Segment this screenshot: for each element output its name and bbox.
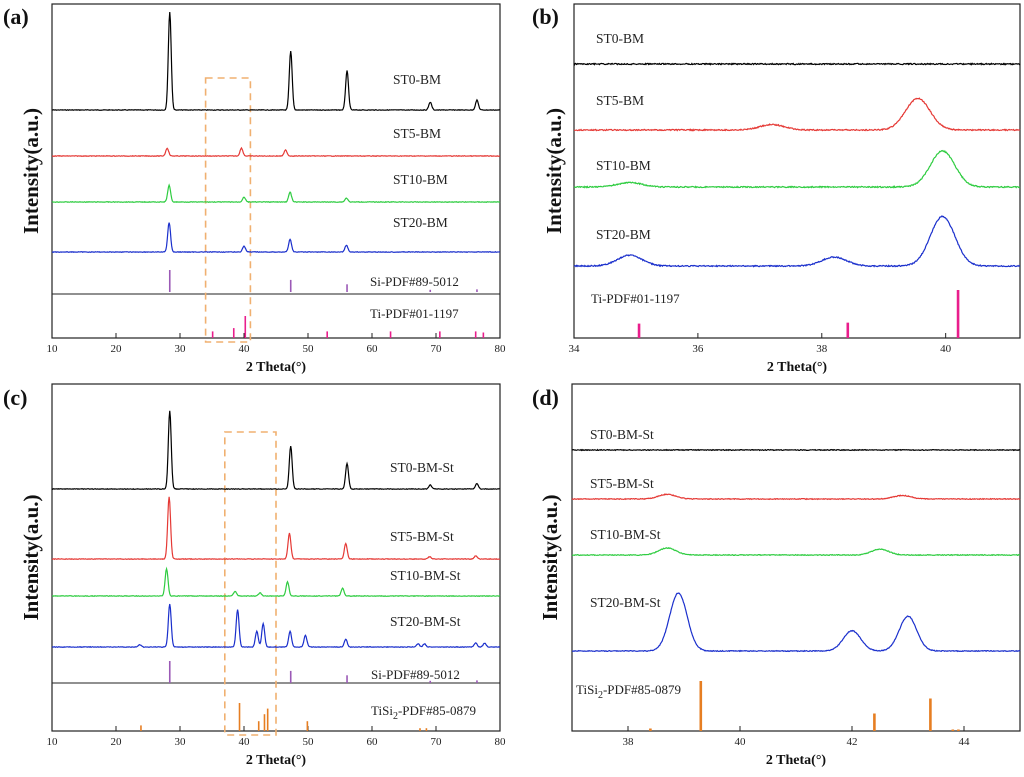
series-label: ST20-BM-St	[390, 614, 461, 629]
y-axis-label: Intensity(a.u.)	[19, 108, 43, 234]
x-tick-label: 38	[816, 343, 828, 355]
x-tick-label: 40	[239, 343, 251, 355]
reference-label: TiSi2-PDF#85-0879TiSi2-PDF#85-0879	[371, 703, 476, 722]
series-line-st20-bm	[573, 215, 1021, 268]
y-axis-label: Intensity(a.u.)	[542, 108, 566, 234]
y-axis-label: Intensity(a.u.)	[19, 494, 43, 620]
reference-label: Ti-PDF#01-1197	[370, 306, 459, 321]
plot-frame	[571, 383, 1021, 732]
x-axis-label: 2 Theta(°)	[767, 360, 828, 375]
y-axis-label: Intensity(a.u.)	[538, 494, 562, 620]
panel-a: 10 20 30 40 50 60 70 80 2 Theta(°) Intensity(a.u.…	[3, 3, 507, 375]
reference-label: TiSi2-PDF#85-0879TiSi2-PDF#85-0879	[576, 682, 681, 701]
x-tick-label: 70	[431, 343, 443, 355]
series-line-st0-bm-st	[51, 410, 501, 491]
series-label: ST5-BM-St	[590, 476, 654, 491]
series-line-st10-bm	[573, 149, 1021, 189]
series-label: ST20-BM	[596, 227, 651, 242]
series-label: ST20-BM-St	[590, 595, 661, 610]
panel-b: 34 36 38 40 2 Theta(°) Intensity(a.u.) (b) ST0-…	[532, 3, 1021, 375]
series-line-st5-bm-st	[51, 496, 501, 561]
reference-label: Si-PDF#89-5012	[371, 667, 460, 682]
x-tick-label: 10	[47, 736, 59, 748]
x-tick-label: 40	[735, 736, 747, 748]
series-line-st0-bm	[51, 12, 501, 112]
reference-label: Si-PDF#89-5012	[370, 274, 459, 289]
x-axis-label: 2 Theta(°)	[246, 753, 307, 768]
series-label: ST10-BM-St	[390, 568, 461, 583]
series-line-st20-bm	[51, 222, 501, 254]
x-tick-label: 70	[431, 736, 443, 748]
panel-c: 10 20 30 40 50 60 70 80 2 Theta(°) Intensity(a.u.…	[3, 383, 507, 768]
plot-frame	[51, 3, 501, 339]
zoom-region-box	[224, 431, 277, 736]
zoom-region-box	[204, 77, 252, 343]
series-label: ST0-BM-St	[590, 427, 654, 442]
x-tick-label: 44	[959, 736, 971, 748]
x-tick-label: 10	[47, 343, 59, 355]
series-label: ST0-BM	[393, 72, 441, 87]
x-axis-label: 2 Theta(°)	[246, 360, 307, 375]
series-label: ST0-BM-St	[390, 460, 454, 475]
x-axis-label: 2 Theta(°)	[766, 753, 827, 768]
series-label: ST0-BM	[596, 31, 644, 46]
series-line-st0-bm-st	[571, 448, 1021, 452]
series-line-st20-bm-st	[51, 603, 501, 649]
x-tick-label: 60	[367, 736, 379, 748]
x-tick-label: 36	[692, 343, 704, 355]
series-line-st5-bm-st	[571, 493, 1021, 501]
series-line-st5-bm	[573, 97, 1021, 132]
series-line-st20-bm-st	[571, 592, 1021, 653]
x-tick-label: 50	[303, 736, 315, 748]
series-label: ST10-BM-St	[590, 527, 661, 542]
x-tick-label: 80	[495, 343, 507, 355]
x-tick-label: 40	[239, 736, 251, 748]
series-label: ST5-BM	[596, 93, 644, 108]
plot-frame	[573, 3, 1021, 339]
series-line-st5-bm	[51, 146, 501, 158]
x-tick-label: 30	[175, 736, 187, 748]
x-tick-label: 60	[367, 343, 379, 355]
series-line-st10-bm-st	[571, 547, 1021, 557]
panel-label: (a)	[3, 4, 29, 29]
x-tick-label: 30	[175, 343, 187, 355]
x-tick-label: 80	[495, 736, 507, 748]
series-line-st0-bm	[573, 62, 1021, 66]
series-label: ST5-BM-St	[390, 529, 454, 544]
x-tick-label: 38	[623, 736, 635, 748]
series-label: ST5-BM	[393, 126, 441, 141]
series-label: ST10-BM	[596, 158, 651, 173]
x-tick-label: 34	[569, 343, 581, 355]
panel-label: (d)	[532, 385, 559, 410]
panel-d: 38 40 42 44 2 Theta(°) Intensity(a.u.) (d) ST0-…	[532, 383, 1021, 768]
x-tick-label: 20	[111, 736, 123, 748]
x-tick-label: 40	[940, 343, 952, 355]
series-label: ST20-BM	[393, 215, 448, 230]
x-tick-label: 20	[111, 343, 123, 355]
series-line-st10-bm-st	[51, 566, 501, 598]
x-tick-label: 50	[303, 343, 315, 355]
panel-label: (b)	[532, 4, 559, 29]
panel-label: (c)	[3, 385, 27, 410]
x-tick-label: 42	[847, 736, 858, 748]
series-label: ST10-BM	[393, 172, 448, 187]
reference-label: Ti-PDF#01-1197	[591, 291, 680, 306]
series-line-st10-bm	[51, 183, 501, 204]
